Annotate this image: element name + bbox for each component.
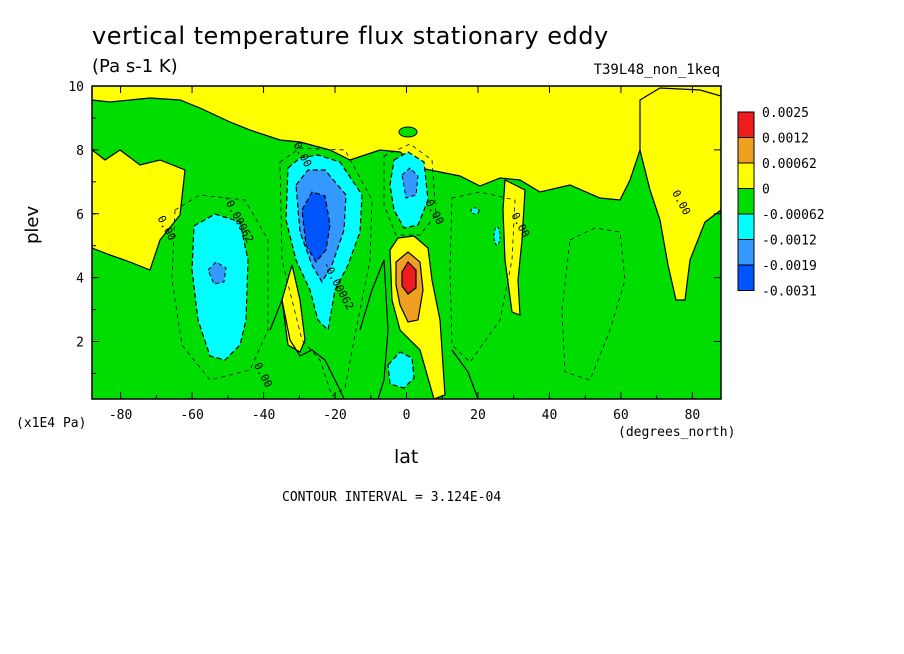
colorbar-label: -0.00062 — [762, 208, 825, 223]
colorbar-swatch — [737, 213, 755, 240]
x-tick-label: -40 — [252, 408, 275, 423]
y-tick-label: 2 — [76, 336, 84, 351]
upper-negative-core — [401, 167, 419, 199]
colorbar-label: 0 — [762, 183, 770, 198]
mid-positive-region — [502, 179, 526, 316]
central-red-max — [401, 261, 417, 295]
y-axis-label: plev — [22, 205, 43, 244]
colorbar-label: 0.0012 — [762, 132, 809, 147]
small-negative-spot — [470, 207, 480, 215]
y-tick-label: 4 — [76, 272, 84, 287]
colorbar-label: 0.0025 — [762, 106, 809, 121]
colorbar: 0.0025 0.0012 0.00062 0 -0.00062 -0.0012 -0.00… — [737, 106, 825, 300]
x-axis-label: lat — [394, 446, 419, 468]
x-tick-label: -20 — [323, 408, 346, 423]
lower-negative-region — [387, 351, 415, 389]
x-axis-units: (degrees_north) — [618, 425, 736, 440]
strong-negative-core — [301, 191, 331, 264]
colorbar-swatch — [737, 111, 755, 138]
left-positive-region — [92, 149, 186, 271]
x-tick-label: 20 — [470, 408, 486, 423]
y-tick-label: 8 — [76, 144, 84, 159]
colorbar-label: -0.0031 — [762, 285, 817, 300]
left-negative-region — [191, 213, 249, 361]
colorbar-swatch — [737, 162, 755, 189]
y-axis-units: (x1E4 Pa) — [16, 416, 87, 431]
colorbar-swatch — [737, 239, 755, 266]
chart-units: (Pa s-1 K) — [92, 56, 178, 77]
weak-negative-contours — [171, 143, 626, 397]
x-tick-label: -60 — [180, 408, 203, 423]
chart-title: vertical temperature flux stationary edd… — [92, 22, 609, 50]
small-negative-spot — [493, 226, 501, 246]
zero-contours — [269, 259, 479, 399]
colorbar-swatch — [737, 137, 755, 164]
x-tick-label: 60 — [613, 408, 629, 423]
x-tick-label: -80 — [109, 408, 132, 423]
right-positive-region — [639, 87, 721, 301]
axis-ticks — [92, 85, 721, 399]
y-tick-label: 6 — [76, 208, 84, 223]
small-positive-spot — [398, 126, 418, 138]
colorbar-label: 0.00062 — [762, 157, 817, 172]
x-tick-label: 0 — [403, 408, 411, 423]
colorbar-label: -0.0019 — [762, 259, 817, 274]
x-tick-label: 80 — [685, 408, 701, 423]
field-layer — [92, 86, 721, 399]
y-tick-label: 10 — [68, 80, 84, 95]
colorbar-swatch — [737, 264, 755, 291]
x-tick-label: 40 — [542, 408, 558, 423]
axis-tick-labels: -80 -60 -40 -20 0 20 40 60 80 2 4 6 8 10 — [68, 80, 700, 423]
contour-interval-note: CONTOUR INTERVAL = 3.124E-04 — [282, 490, 502, 505]
left-negative-core — [207, 261, 227, 285]
colorbar-swatch — [737, 188, 755, 215]
colorbar-label: -0.0012 — [762, 234, 817, 249]
run-label: T39L48_non_1keq — [593, 62, 720, 78]
